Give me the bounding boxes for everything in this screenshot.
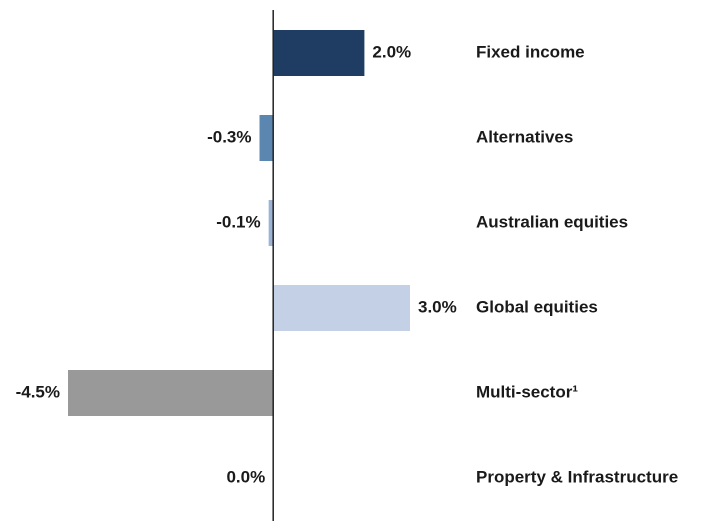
value-label: -0.3% bbox=[207, 127, 251, 146]
value-label: -4.5% bbox=[16, 382, 60, 401]
bar bbox=[68, 370, 274, 416]
value-label: 2.0% bbox=[372, 42, 411, 61]
category-label: Global equities bbox=[476, 297, 598, 316]
bar bbox=[273, 30, 365, 76]
value-label: -0.1% bbox=[216, 212, 260, 231]
category-label: Alternatives bbox=[476, 127, 573, 146]
bar bbox=[268, 200, 274, 246]
category-label: Australian equities bbox=[476, 212, 628, 231]
value-label: 0.0% bbox=[226, 467, 265, 486]
value-label: 3.0% bbox=[418, 297, 457, 316]
category-label: Multi-sector¹ bbox=[476, 382, 578, 401]
category-label: Property & Infrastructure bbox=[476, 467, 678, 486]
category-label: Fixed income bbox=[476, 42, 585, 61]
bar bbox=[273, 285, 410, 331]
bar bbox=[259, 115, 274, 161]
